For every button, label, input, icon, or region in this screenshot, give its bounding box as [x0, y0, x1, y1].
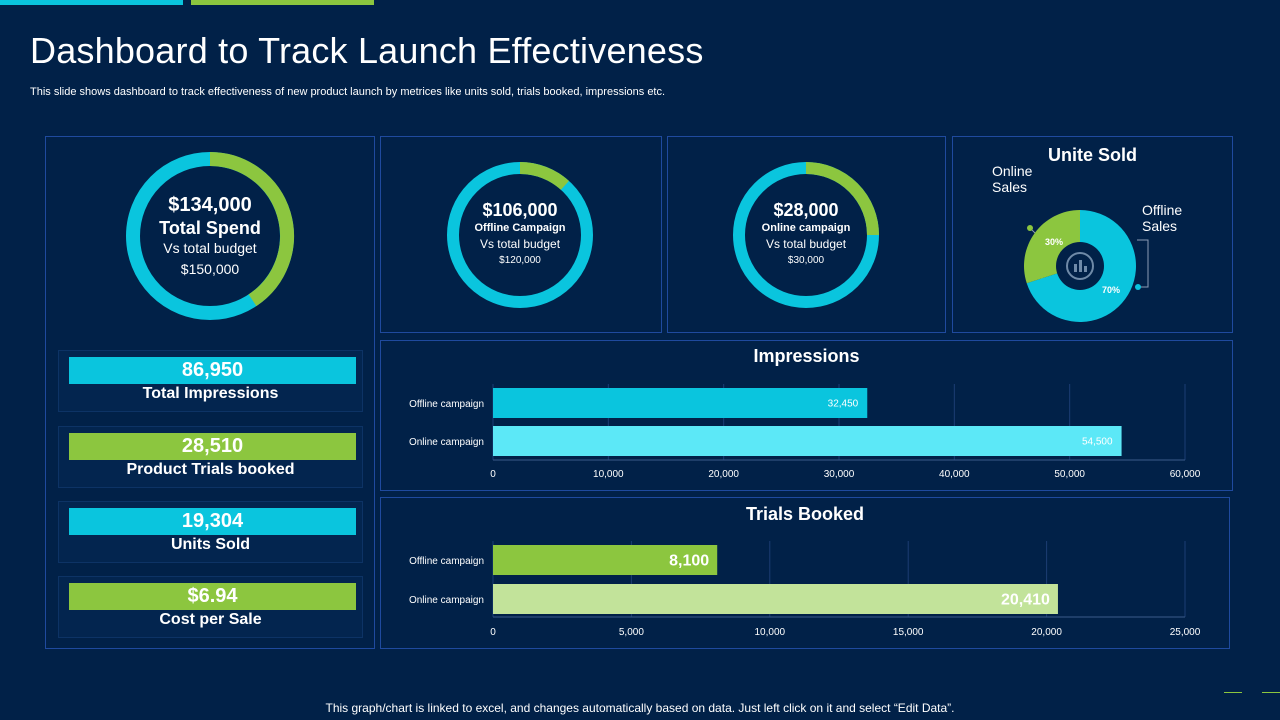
tick-label: 10,000: [593, 469, 624, 480]
offline-campaign-panel: [380, 136, 662, 333]
data-label: 54,500: [1082, 436, 1113, 447]
bar: [493, 545, 718, 575]
online-leader-dot: [1027, 225, 1033, 231]
category-label: Online campaign: [409, 437, 484, 448]
data-label: 8,100: [669, 552, 709, 569]
tick-label: 40,000: [939, 469, 970, 480]
bar: [493, 388, 868, 418]
units-sold-panel: [952, 136, 1233, 333]
footer-deco-line-2: [1262, 692, 1280, 693]
kpi-label: Product Trials booked: [126, 461, 295, 478]
offline-campaign-budget: $120,000: [499, 255, 541, 266]
total-spend-label: Total Spend: [159, 218, 261, 238]
online-campaign-text: $28,000 Online campaign Vs total budget …: [732, 199, 880, 268]
online-campaign-budget: $30,000: [787, 255, 825, 266]
total-spend-donut: [124, 150, 296, 322]
online-campaign-ring-spent: [805, 162, 879, 236]
tick-label: 20,000: [708, 469, 739, 480]
trials-booked-panel: [380, 497, 1230, 649]
tick-label: 30,000: [824, 469, 855, 480]
category-label: Online campaign: [409, 595, 484, 606]
tick-label: 0: [490, 469, 496, 480]
data-label: 20,410: [1001, 591, 1050, 608]
total-spend-ring-remaining: [209, 152, 294, 307]
pie-label-offline: 70%: [1102, 285, 1120, 295]
units-sold-label-online: Online Sales: [992, 163, 1033, 195]
offline-campaign-text: $106,000 Offline Campaign Vs total budge…: [446, 199, 594, 268]
online-campaign-donut: [732, 161, 880, 309]
top-accent-bar-green: [191, 0, 374, 5]
trials-booked-bar-chart: 0 5,000 10,000 15,000 20,000 25,000 Offline ca…: [409, 541, 1201, 638]
tick-label: 20,000: [1031, 627, 1062, 638]
units-sold-title: Unite Sold: [1048, 145, 1137, 165]
online-campaign-donut-svg: [733, 162, 879, 308]
footer-note: This graph/chart is linked to excel, and…: [325, 701, 955, 715]
bar: [493, 426, 1122, 456]
tick-label: 15,000: [893, 627, 924, 638]
kpi-card-units-sold: 19,304 Units Sold: [58, 501, 363, 563]
offline-campaign-amount: $106,000: [482, 200, 558, 220]
tick-label: 50,000: [1054, 469, 1085, 480]
kpi-label: Cost per Sale: [159, 611, 262, 628]
kpi-value-bar: 28,510: [69, 433, 356, 460]
impressions-bar-chart: 0 10,000 20,000 30,000 40,000 50,000 60,000 Off…: [409, 384, 1201, 480]
offline-campaign-donut: [446, 161, 594, 309]
offline-campaign-ring-remaining: [519, 162, 569, 190]
kpi-card-product-trials: 28,510 Product Trials booked: [58, 426, 363, 488]
units-sold-pie: 30% 70%: [1012, 200, 1152, 330]
online-campaign-amount: $28,000: [773, 200, 839, 220]
tick-label: 5,000: [619, 627, 644, 638]
tick-label: 60,000: [1170, 469, 1201, 480]
bar: [493, 584, 1058, 614]
footer-deco-line-1: [1224, 692, 1242, 693]
impressions-title: Impressions: [753, 346, 860, 366]
online-campaign-label: Online campaign: [761, 222, 851, 234]
total-spend-amount: $134,000: [168, 194, 252, 216]
offline-campaign-vs: Vs total budget: [479, 237, 561, 251]
offline-campaign-label: Offline Campaign: [474, 222, 566, 234]
online-campaign-panel: [667, 136, 946, 333]
chart-icon-bar-1: [1074, 264, 1077, 272]
trials-booked-title: Trials Booked: [745, 504, 865, 524]
tick-label: 10,000: [755, 627, 786, 638]
kpi-card-cost-per-sale: $6.94 Cost per Sale: [58, 576, 363, 638]
offline-campaign-donut-svg: [447, 162, 593, 308]
chart-icon-bar-2: [1079, 260, 1082, 272]
online-campaign-vs: Vs total budget: [765, 237, 847, 251]
top-accent-bar-cyan: [0, 0, 183, 5]
data-label: 32,450: [828, 398, 859, 409]
kpi-value-bar: 19,304: [69, 508, 356, 535]
chart-icon: [1066, 252, 1094, 280]
chart-icon-bar-3: [1084, 266, 1087, 272]
tick-label: 25,000: [1170, 627, 1201, 638]
total-spend-donut-svg: [126, 152, 294, 320]
kpi-value-bar: $6.94: [69, 583, 356, 610]
category-label: Offline campaign: [409, 399, 484, 410]
units-sold-pie-svg: 30% 70%: [1024, 210, 1149, 322]
offline-leader-line: [1137, 239, 1149, 288]
total-spend-budget: $150,000: [180, 261, 240, 277]
impressions-panel: [380, 340, 1233, 491]
kpi-value-bar: 86,950: [69, 357, 356, 384]
kpi-label: Total Impressions: [142, 385, 279, 402]
tick-label: 0: [490, 627, 496, 638]
pie-label-online: 30%: [1045, 237, 1063, 247]
kpi-label: Units Sold: [170, 536, 251, 553]
total-spend-vs: Vs total budget: [163, 240, 257, 256]
total-spend-text: $134,000 Total Spend Vs total budget $15…: [124, 193, 296, 280]
offline-leader-dot: [1135, 284, 1141, 290]
left-panel: [45, 136, 375, 649]
kpi-card-total-impressions: 86,950 Total Impressions: [58, 350, 363, 412]
units-sold-label-offline: Offline Sales: [1142, 202, 1183, 234]
page-subtitle: This slide shows dashboard to track effe…: [30, 86, 666, 98]
category-label: Offline campaign: [409, 556, 484, 567]
page-title: Dashboard to Track Launch Effectiveness: [30, 30, 704, 71]
